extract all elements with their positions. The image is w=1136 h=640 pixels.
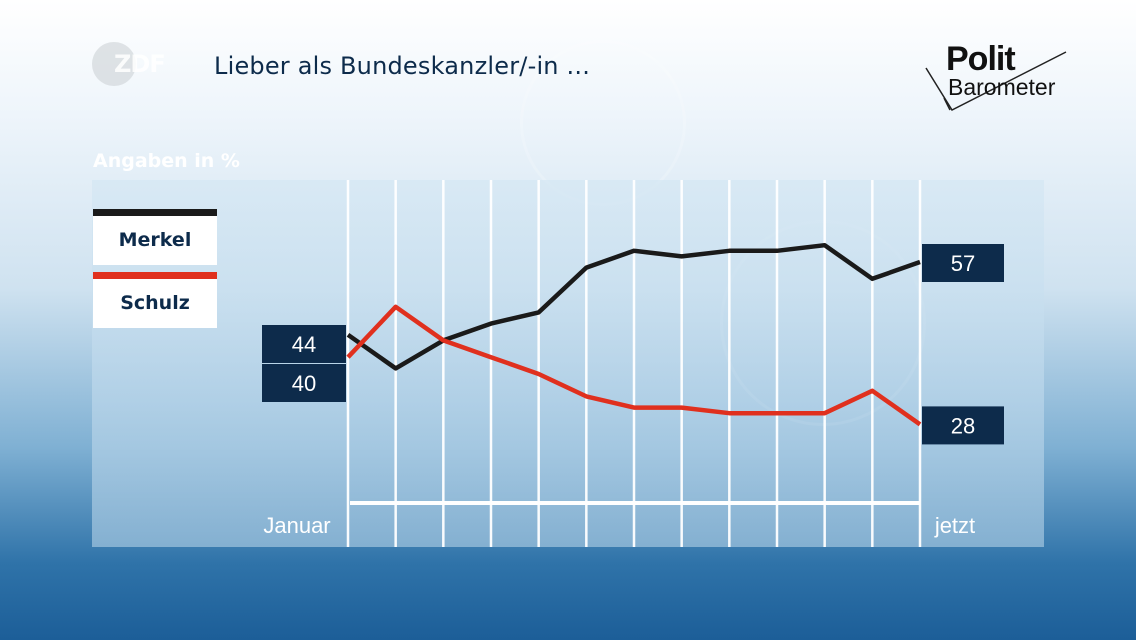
start-value-label-schulz: 40 xyxy=(262,364,346,402)
end-value-label-schulz: 28 xyxy=(922,406,1004,445)
x-axis-start-label: Januar xyxy=(263,513,330,538)
svg-text:28: 28 xyxy=(951,413,975,438)
brand-polit: Polit xyxy=(946,40,1016,78)
start-value-label-merkel: 44 xyxy=(262,325,346,363)
zdf-logo-icon xyxy=(92,42,136,86)
zdf-logo-text: ZDF xyxy=(114,50,166,78)
units-label: Angaben in % xyxy=(93,150,240,172)
value-labels: 44 57 40 28 xyxy=(262,244,1004,445)
svg-text:40: 40 xyxy=(292,371,316,396)
legend-label-schulz: Schulz xyxy=(120,292,190,314)
svg-text:57: 57 xyxy=(951,251,975,276)
legend-swatch-merkel xyxy=(93,209,217,216)
politbarometer-logo: Polit Barometer xyxy=(922,40,1072,112)
legend-item-merkel: Merkel xyxy=(93,209,217,265)
series-line-schulz xyxy=(346,304,922,427)
end-value-label-merkel: 57 xyxy=(922,244,1004,282)
series-lines xyxy=(346,242,922,427)
svg-text:44: 44 xyxy=(292,332,316,357)
x-axis-end-label: jetzt xyxy=(934,513,975,538)
page-title: Lieber als Bundeskanzler/-in ... xyxy=(214,52,591,80)
grid-lines xyxy=(346,180,922,547)
checkmark-icon xyxy=(925,51,1067,111)
legend-item-schulz: Schulz xyxy=(93,272,217,328)
brand-barometer: Barometer xyxy=(948,74,1056,100)
legend-label-merkel: Merkel xyxy=(118,229,192,251)
plot-area xyxy=(92,180,1044,547)
legend-swatch-schulz xyxy=(93,272,217,279)
